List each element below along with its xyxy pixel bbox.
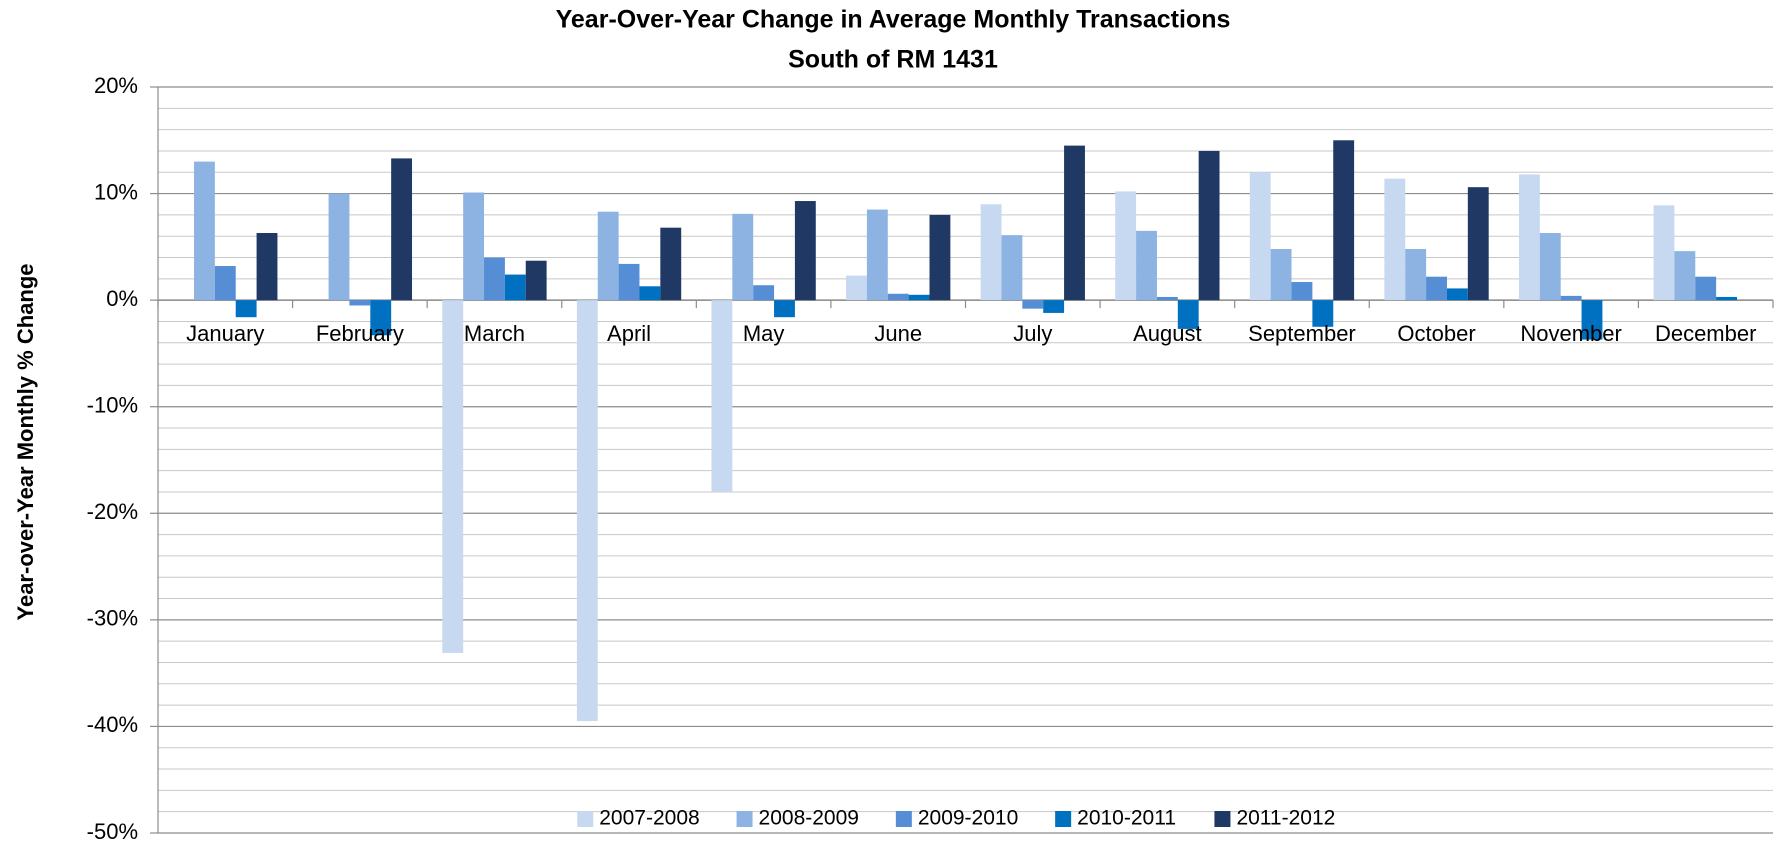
bar (1156, 296, 1178, 301)
bar (1291, 282, 1313, 301)
bar (484, 257, 505, 301)
bar (525, 260, 547, 301)
x-tick-label: January (186, 321, 264, 346)
x-tick-label: June (874, 321, 922, 346)
y-axis-title: Year-over-Year Monthly % Change (13, 264, 38, 621)
bar (846, 275, 867, 301)
y-tick-label: -10% (87, 393, 138, 418)
x-tick-label: September (1248, 321, 1356, 346)
bar (214, 266, 236, 301)
y-tick-label: -30% (87, 606, 138, 631)
bar (660, 227, 682, 301)
legend-swatch (577, 811, 594, 827)
bar (1136, 230, 1157, 301)
bar (1539, 233, 1561, 301)
legend-swatch (1214, 811, 1231, 827)
bar (1198, 150, 1220, 301)
y-tick-label: -20% (87, 499, 138, 524)
legend-label: 2007-2008 (599, 807, 699, 830)
x-tick-label: April (607, 321, 651, 346)
y-tick-label: 20% (94, 73, 138, 98)
bar (639, 286, 661, 301)
bar (1518, 174, 1540, 301)
bar (504, 274, 526, 301)
bar (1716, 296, 1737, 301)
bar (194, 161, 215, 301)
bar (349, 300, 371, 306)
bar (1674, 251, 1696, 301)
x-tick-label: October (1397, 321, 1475, 346)
legend-label: 2008-2009 (759, 807, 859, 830)
bar (391, 158, 413, 301)
bar (1115, 191, 1137, 301)
bar (576, 300, 598, 722)
bar (1384, 178, 1406, 301)
bar (442, 300, 464, 653)
legend-swatch (895, 811, 912, 827)
bar (1653, 205, 1675, 301)
legend-label: 2009-2010 (918, 807, 1018, 830)
bar (1043, 300, 1065, 313)
x-tick-label: February (316, 321, 404, 346)
legend-swatch (736, 811, 753, 827)
bar (1560, 295, 1582, 301)
bar (1022, 300, 1044, 309)
bar (887, 293, 909, 301)
bar (908, 294, 930, 301)
bar (1064, 145, 1085, 301)
bar (753, 285, 775, 301)
x-tick-label: May (743, 321, 785, 346)
bar (774, 300, 795, 318)
bar (1333, 140, 1355, 301)
bar (1312, 300, 1334, 327)
legend-swatch (1055, 811, 1072, 827)
bar (980, 204, 1002, 301)
bar (370, 300, 392, 336)
x-tick-label: November (1520, 321, 1621, 346)
bar (929, 214, 951, 301)
bar (1695, 276, 1717, 301)
x-tick-label: December (1655, 321, 1756, 346)
bar (1467, 187, 1489, 301)
bar (1426, 276, 1447, 301)
bar (256, 233, 278, 301)
y-tick-label: -40% (87, 712, 138, 737)
bar (597, 211, 619, 301)
bar (463, 192, 485, 301)
bar (1405, 248, 1427, 301)
bar (1001, 235, 1023, 301)
bar (1249, 172, 1271, 301)
legend-label: 2011-2012 (1236, 807, 1335, 830)
x-tick-label: March (464, 321, 525, 346)
x-tick-label: July (1013, 321, 1052, 346)
x-tick-label: August (1133, 321, 1202, 346)
bar (1446, 288, 1468, 301)
bar (235, 300, 257, 318)
bar (1270, 248, 1292, 301)
bar (732, 213, 754, 301)
bar (328, 193, 350, 301)
legend-label: 2010-2011 (1077, 807, 1176, 830)
bar (618, 263, 640, 301)
chart-title: Year-Over-Year Change in Average Monthly… (556, 6, 1231, 34)
y-tick-label: 10% (94, 179, 138, 204)
bar (794, 201, 816, 301)
bar (1581, 300, 1603, 340)
bar (1177, 300, 1199, 329)
bar (866, 209, 888, 301)
bar (711, 300, 733, 492)
y-tick-label: -50% (87, 819, 138, 843)
y-tick-label: 0% (106, 286, 138, 311)
chart-subtitle: South of RM 1431 (788, 46, 998, 74)
